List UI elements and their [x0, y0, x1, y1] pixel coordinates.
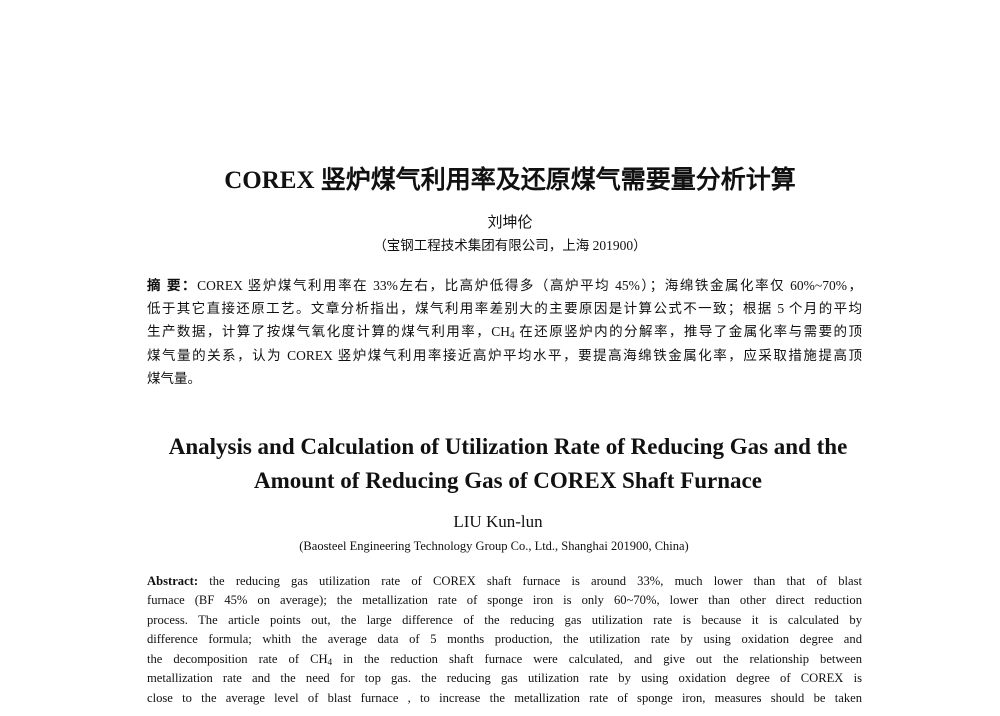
abstract-line: metallization rate and the need for top …	[147, 671, 862, 685]
english-author: LIU Kun-lun	[453, 512, 543, 531]
abstract-line: Abstract: the reducing gas utilization r…	[147, 574, 862, 589]
abstract-text: COREX 竖炉煤气利用率在 33%左右，比高炉低得多（高炉平均 45%）；海绵…	[197, 278, 862, 293]
abstract-text: the reducing gas utilization rate of COR…	[209, 574, 862, 588]
abstract-line: 摘 要：COREX 竖炉煤气利用率在 33%左右，比高炉低得多（高炉平均 45%…	[147, 274, 862, 294]
abstract-line: furnace (BF 45% on average); the metalli…	[147, 593, 862, 607]
abstract-line: 低于其它直接还原工艺。文章分析指出，煤气利用率差别大的主要原因是计算公式不一致；…	[147, 301, 862, 316]
subscript: 4	[327, 657, 333, 667]
chinese-author: 刘坤伦	[487, 215, 533, 231]
chinese-affiliation: （宝钢工程技术集团有限公司，上海 201900）	[373, 238, 647, 253]
abstract-label: Abstract:	[147, 574, 199, 588]
english-title-line-2: Amount of Reducing Gas of COREX Shaft Fu…	[254, 468, 762, 493]
chinese-title: COREX 竖炉煤气利用率及还原煤气需要量分析计算	[224, 167, 796, 194]
subscript: 4	[509, 330, 515, 340]
abstract-line: close to the average level of blast furn…	[147, 691, 862, 705]
english-title-line-1: Analysis and Calculation of Utilization …	[168, 434, 848, 459]
abstract-line: 煤气量的关系，认为 COREX 竖炉煤气利用率接近高炉平均水平，要提高海绵铁金属…	[147, 348, 862, 363]
abstract-line: difference formula; whith the average da…	[147, 632, 862, 646]
abstract-line: 生产数据，计算了按煤气氧化度计算的煤气利用率，CH4 在还原竖炉内的分解率，推导…	[147, 324, 863, 340]
abstract-line: process. The article points out, the lar…	[147, 613, 862, 627]
abstract-label: 摘 要：	[147, 278, 198, 293]
abstract-line: the decomposition rate of CH4 in the red…	[147, 652, 862, 667]
abstract-line: 煤气量。	[147, 371, 201, 386]
english-affiliation: (Baosteel Engineering Technology Group C…	[299, 539, 689, 553]
